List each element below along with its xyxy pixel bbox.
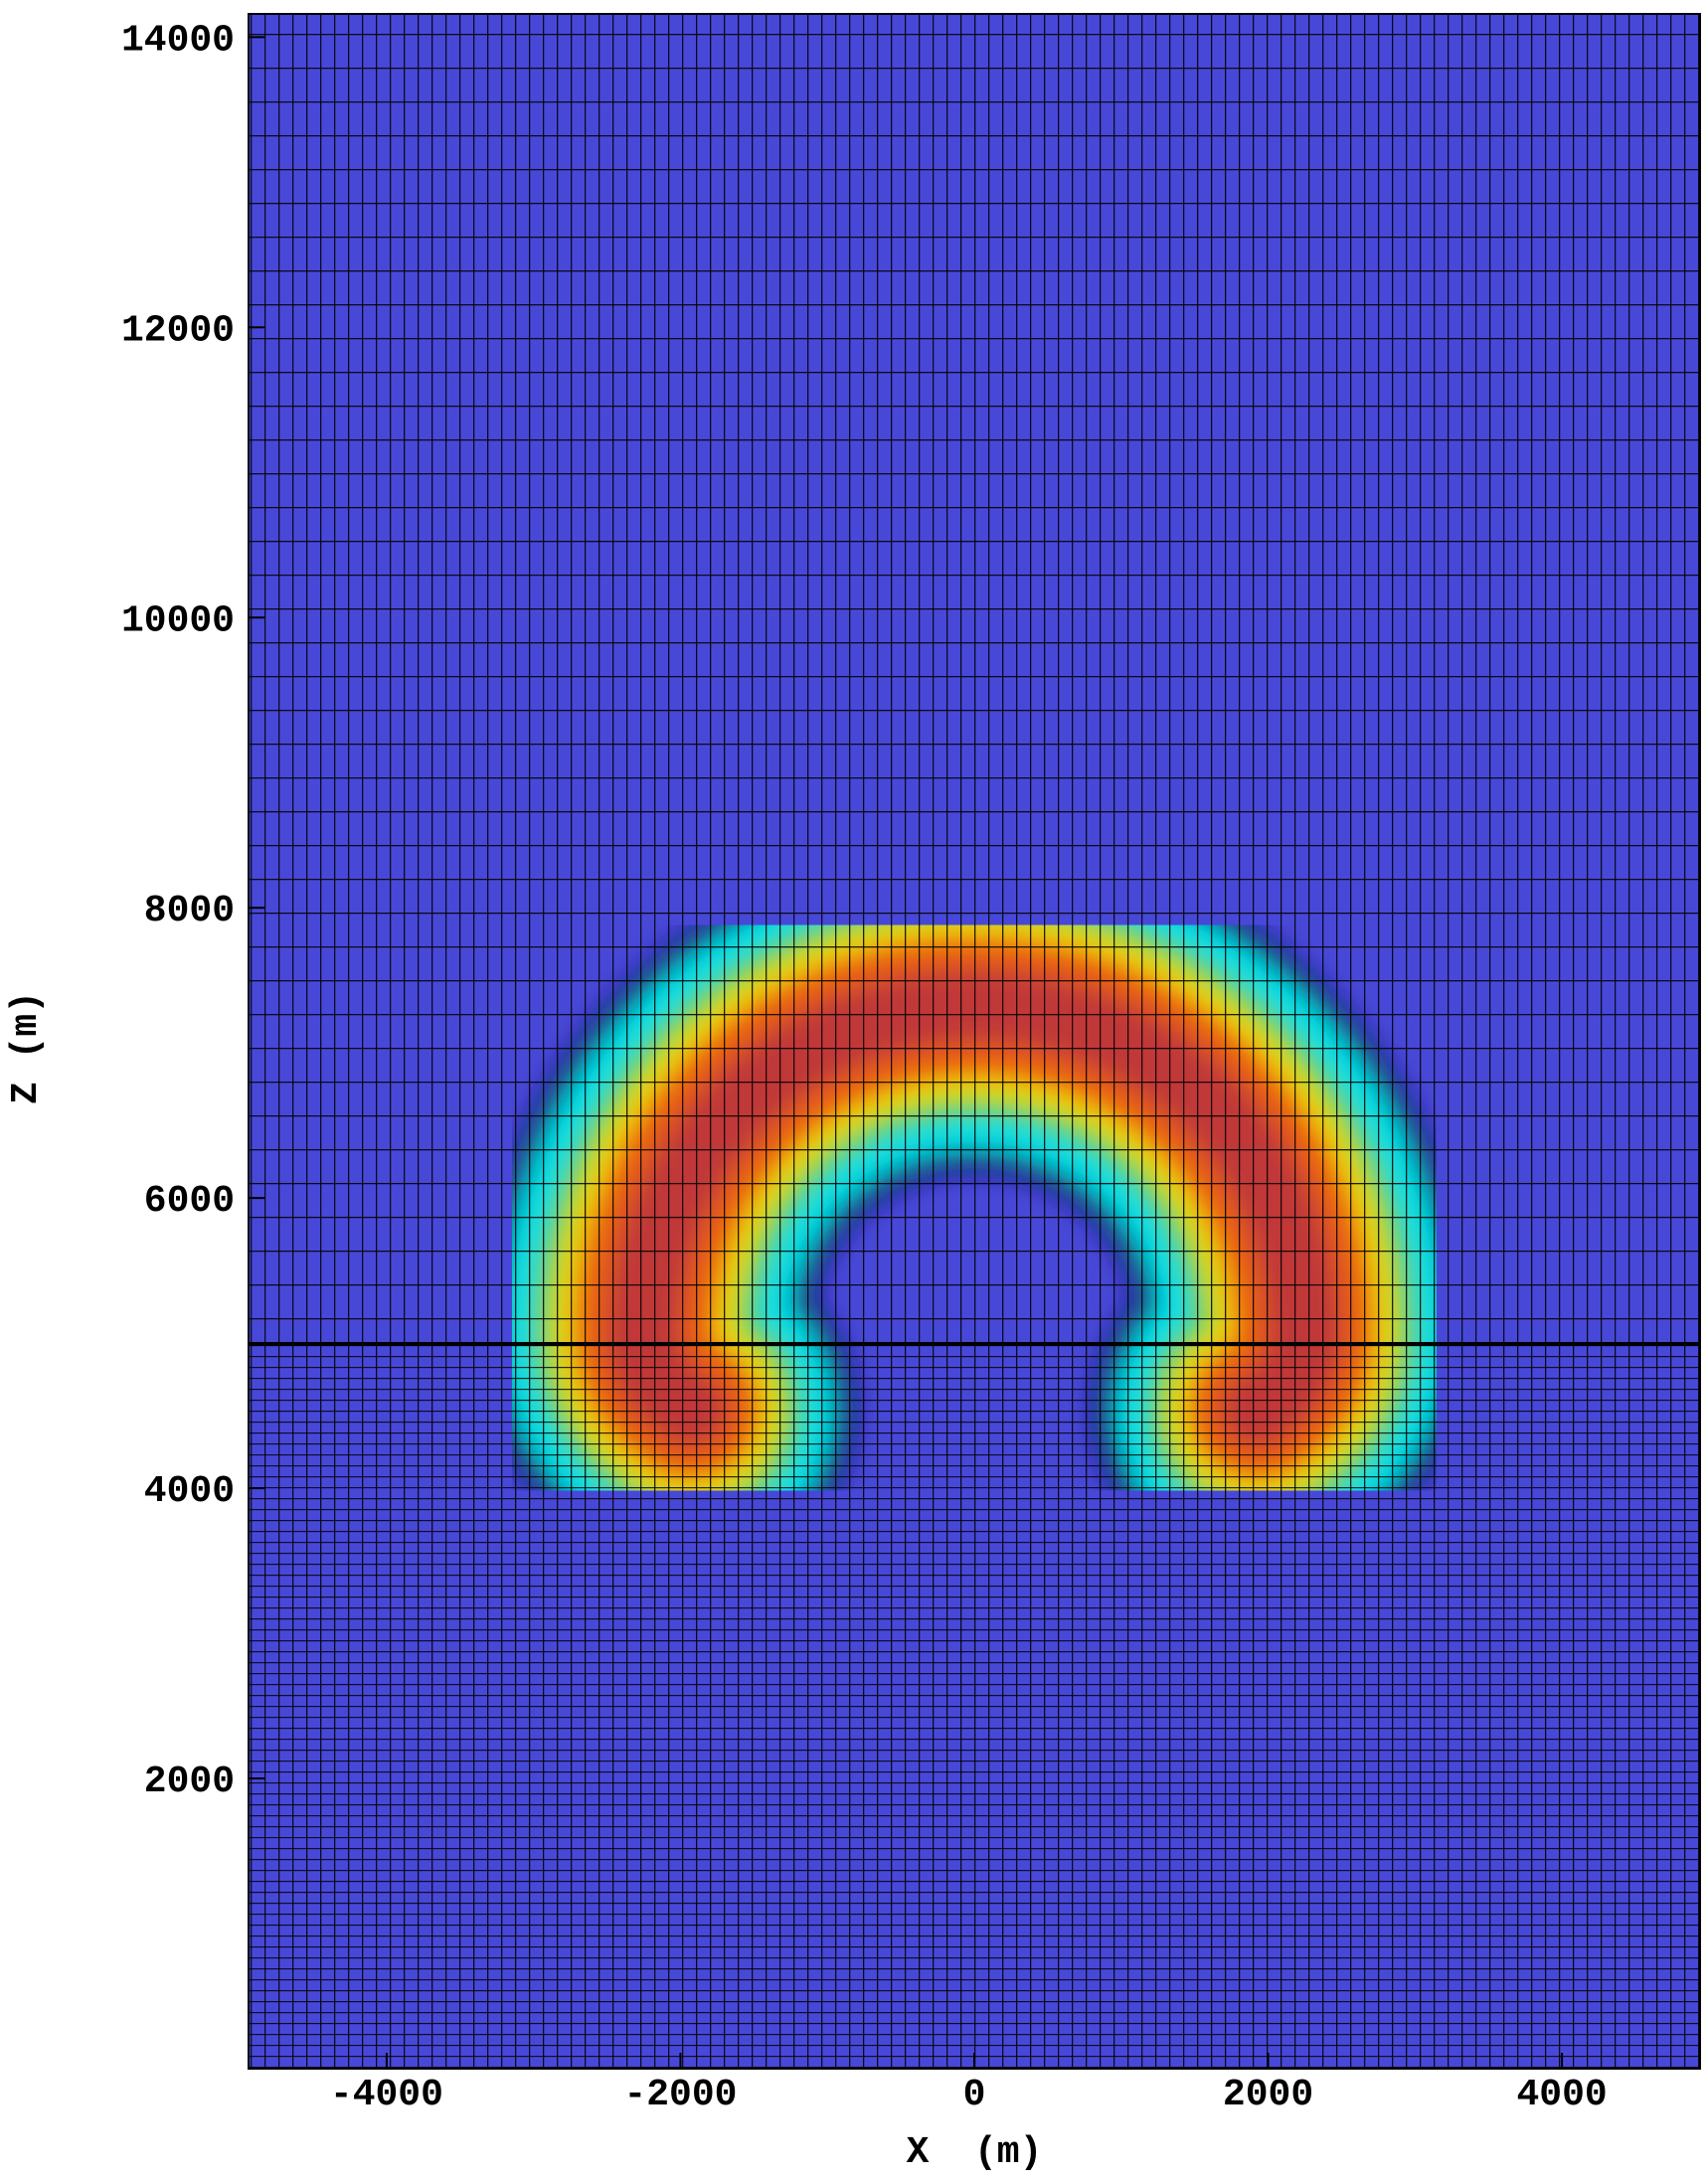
x-tick-label: 0 xyxy=(963,2074,986,2116)
y-tick-label: 2000 xyxy=(144,1761,235,1803)
y-tick-label: 8000 xyxy=(144,890,235,932)
mesh-horizontal-top xyxy=(249,14,1700,1344)
x-axis-label: X (m) xyxy=(907,2131,1043,2174)
field xyxy=(249,14,1700,2069)
y-axis-label: Z (m) xyxy=(5,991,48,1104)
x-tick-label: 4000 xyxy=(1516,2074,1607,2116)
x-tick-label: -2000 xyxy=(623,2074,737,2116)
y-tick-label: 14000 xyxy=(121,19,235,62)
mesh-horizontal-bottom xyxy=(249,1344,1700,2069)
x-tick-label: -4000 xyxy=(330,2074,443,2116)
y-tick-label: 4000 xyxy=(144,1470,235,1513)
y-tick-label: 12000 xyxy=(121,309,235,352)
x-tick-label: 2000 xyxy=(1223,2074,1313,2116)
y-tick-label: 10000 xyxy=(121,599,235,642)
y-tick-label: 6000 xyxy=(144,1180,235,1223)
